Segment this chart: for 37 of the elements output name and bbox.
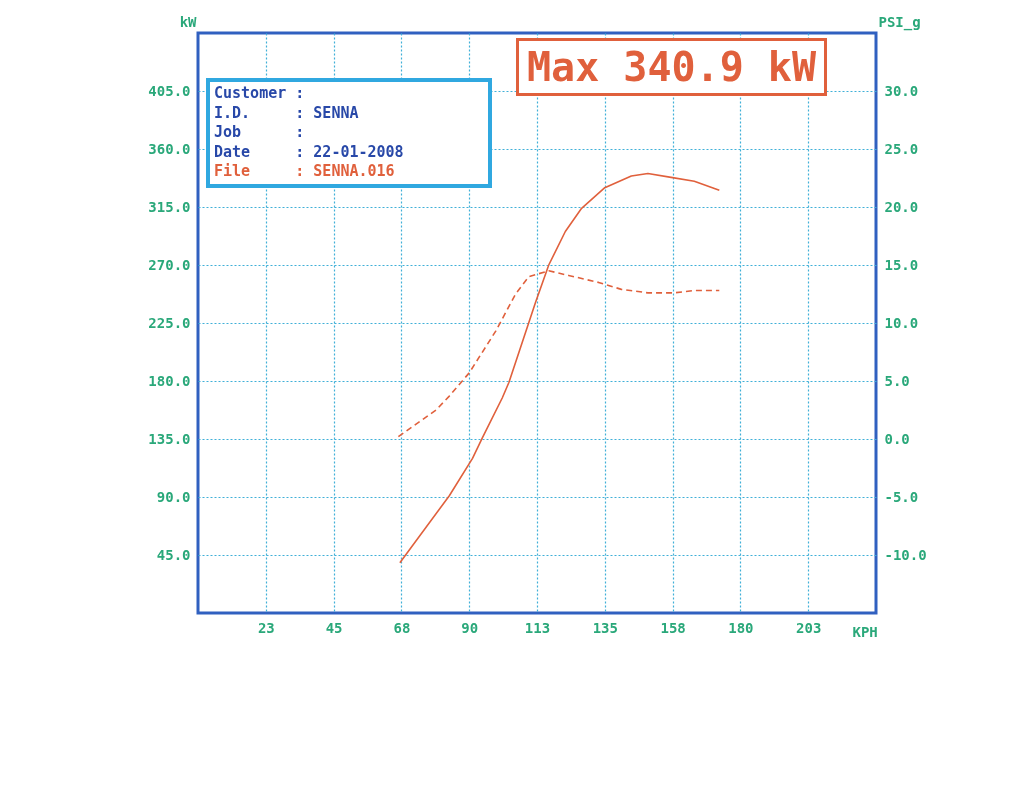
y-axis-title: kW — [179, 13, 198, 30]
x-axis-title: KPH — [852, 623, 878, 640]
annotation: Date : 22-01-2008 — [214, 142, 405, 162]
x-tick-label: 203 — [796, 619, 822, 636]
x-tick-label: 68 — [393, 619, 411, 636]
y-tick-label: 315.0 — [148, 198, 191, 215]
y2-tick-label: 25.0 — [884, 140, 919, 157]
y-tick-label: 225.0 — [148, 314, 191, 331]
y2-tick-label: 15.0 — [884, 256, 919, 273]
max-readout-panel: Max 340.9 kW — [516, 38, 827, 96]
x-tick-label: 90 — [461, 619, 479, 636]
annotation: I.D. : SENNA — [214, 103, 360, 123]
annotation: File : SENNA.016 — [214, 162, 396, 182]
y-tick-label: 270.0 — [148, 256, 191, 273]
y2-tick-label: 20.0 — [884, 198, 919, 215]
y2-tick-label: -10.0 — [884, 546, 927, 563]
annotation: Customer : — [214, 84, 306, 104]
y2-axis-title: PSI_g — [878, 13, 921, 31]
y-tick-label: 45.0 — [156, 546, 191, 563]
y-tick-label: 360.0 — [148, 140, 191, 157]
annotation: Job : — [214, 123, 306, 143]
line-series — [399, 172, 721, 564]
y2-tick-label: 0.0 — [884, 430, 910, 447]
y2-tick-label: 10.0 — [884, 314, 919, 331]
y-tick-label: 405.0 — [148, 82, 191, 99]
x-tick-label: 45 — [325, 619, 343, 636]
x-tick-label: 23 — [257, 619, 275, 636]
x-tick-label: 158 — [660, 619, 686, 636]
y-tick-label: 180.0 — [148, 372, 191, 389]
y-tick-label: 135.0 — [148, 430, 191, 447]
y-tick-label: 90.0 — [156, 488, 191, 505]
x-tick-label: 180 — [728, 619, 754, 636]
y2-tick-label: 5.0 — [884, 372, 910, 389]
y2-tick-label: 30.0 — [884, 82, 919, 99]
x-tick-label: 135 — [592, 619, 618, 636]
x-tick-label: 113 — [524, 619, 551, 636]
y2-tick-label: -5.0 — [884, 488, 919, 505]
